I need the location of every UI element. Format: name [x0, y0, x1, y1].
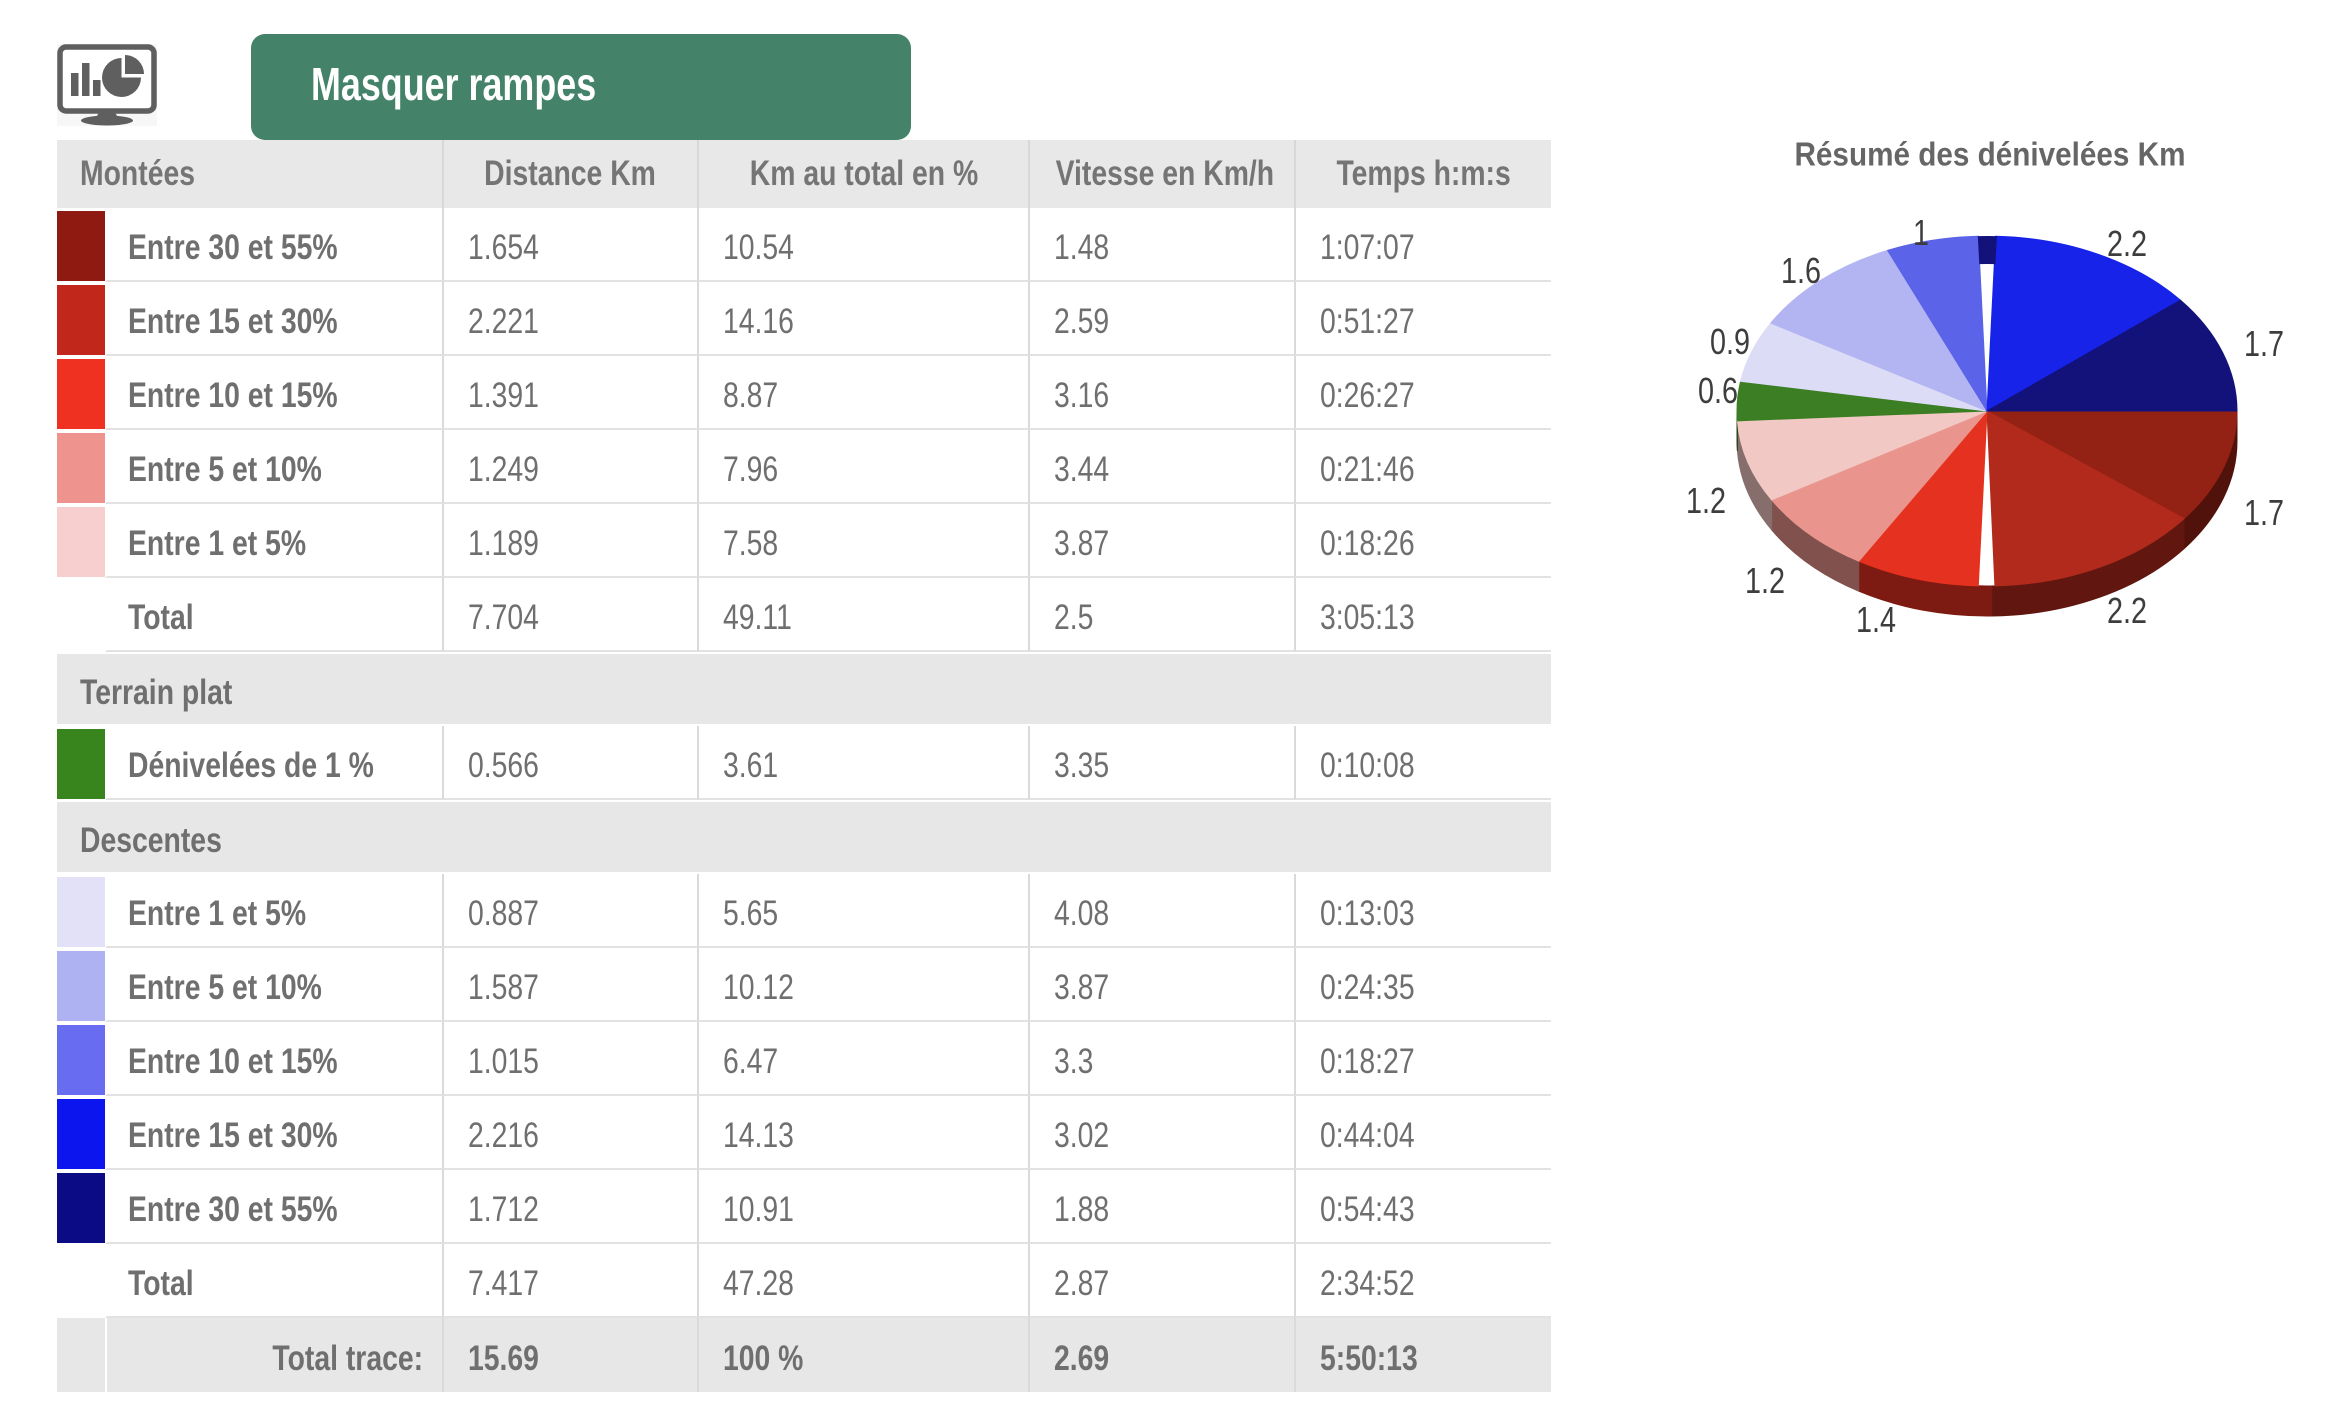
svg-text:2.2: 2.2	[2107, 590, 2147, 631]
svg-text:1.2: 1.2	[1745, 560, 1785, 601]
svg-text:2.2: 2.2	[2107, 223, 2147, 264]
svg-text:1.7: 1.7	[2244, 323, 2284, 364]
svg-text:Résumé des dénivelées Km: Résumé des dénivelées Km	[1794, 136, 2185, 173]
svg-text:0.6: 0.6	[1698, 370, 1738, 411]
svg-text:1: 1	[1913, 212, 1929, 253]
svg-text:1.4: 1.4	[1856, 599, 1896, 640]
svg-text:1.2: 1.2	[1686, 480, 1726, 521]
svg-text:0.9: 0.9	[1710, 321, 1750, 362]
svg-text:1.7: 1.7	[2244, 492, 2284, 533]
svg-text:1.6: 1.6	[1781, 250, 1821, 291]
